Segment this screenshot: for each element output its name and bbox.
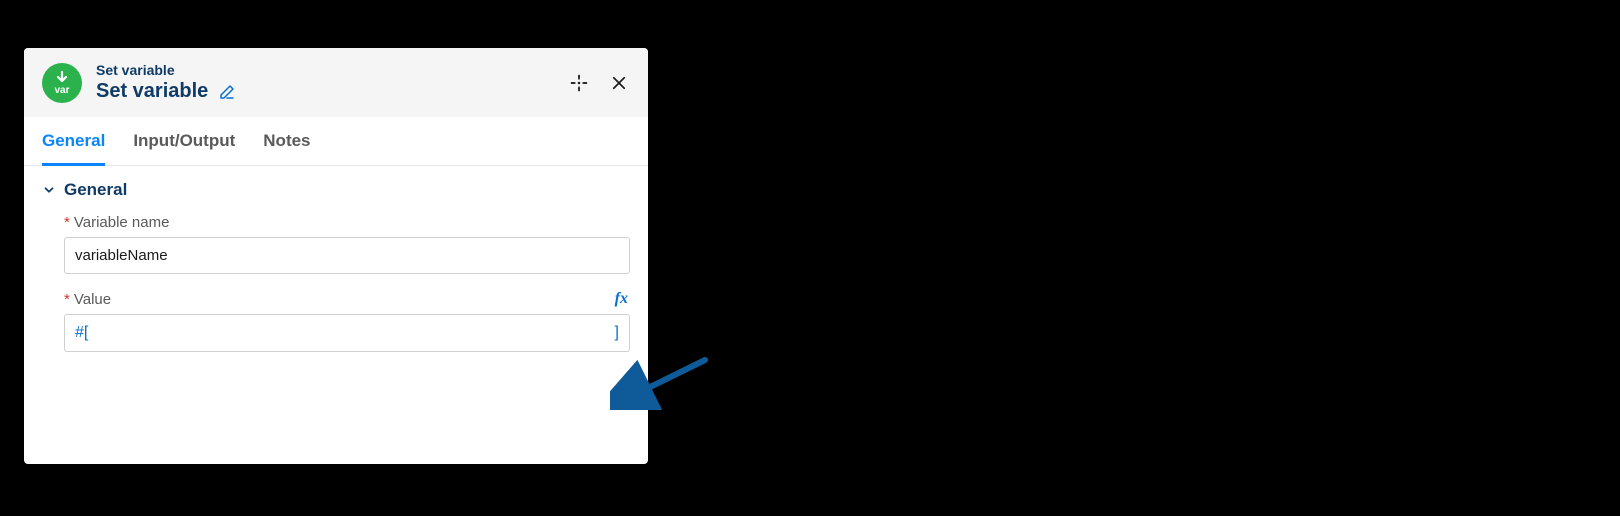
variable-name-input[interactable] bbox=[64, 237, 630, 274]
fx-expression-button[interactable]: fx bbox=[613, 290, 630, 308]
general-section: General *Variable name *Value fx bbox=[24, 166, 648, 370]
properties-panel: var Set variable Set variable bbox=[24, 48, 648, 464]
variable-name-label: *Variable name bbox=[64, 214, 169, 231]
close-button[interactable] bbox=[608, 72, 630, 94]
expression-close-bracket: ] bbox=[615, 324, 619, 342]
component-type-label: Set variable bbox=[96, 62, 554, 78]
svg-text:var: var bbox=[54, 85, 69, 96]
tab-input-output[interactable]: Input/Output bbox=[133, 117, 235, 166]
edit-title-button[interactable] bbox=[216, 81, 238, 103]
locate-button[interactable] bbox=[568, 72, 590, 94]
crosshair-icon bbox=[569, 73, 589, 93]
edit-icon bbox=[218, 83, 236, 101]
required-mark: * bbox=[64, 291, 70, 308]
set-variable-icon: var bbox=[42, 63, 82, 103]
value-label-text: Value bbox=[74, 291, 111, 308]
tabs: General Input/Output Notes bbox=[24, 117, 648, 166]
variable-name-label-text: Variable name bbox=[74, 214, 170, 231]
close-icon bbox=[610, 74, 628, 92]
expression-open-bracket: #[ bbox=[75, 324, 88, 342]
component-badge: var bbox=[42, 63, 82, 103]
section-toggle[interactable]: General bbox=[42, 180, 630, 200]
value-expression-input[interactable]: #[ ] bbox=[64, 314, 630, 352]
variable-name-field: *Variable name bbox=[64, 214, 630, 274]
component-title: Set variable bbox=[96, 80, 208, 103]
value-label: *Value bbox=[64, 291, 111, 308]
tab-general[interactable]: General bbox=[42, 117, 105, 166]
chevron-down-icon bbox=[42, 183, 56, 197]
section-title: General bbox=[64, 180, 127, 200]
required-mark: * bbox=[64, 214, 70, 231]
value-field: *Value fx #[ ] bbox=[64, 290, 630, 352]
tab-notes[interactable]: Notes bbox=[263, 117, 310, 166]
panel-header: var Set variable Set variable bbox=[24, 48, 648, 117]
